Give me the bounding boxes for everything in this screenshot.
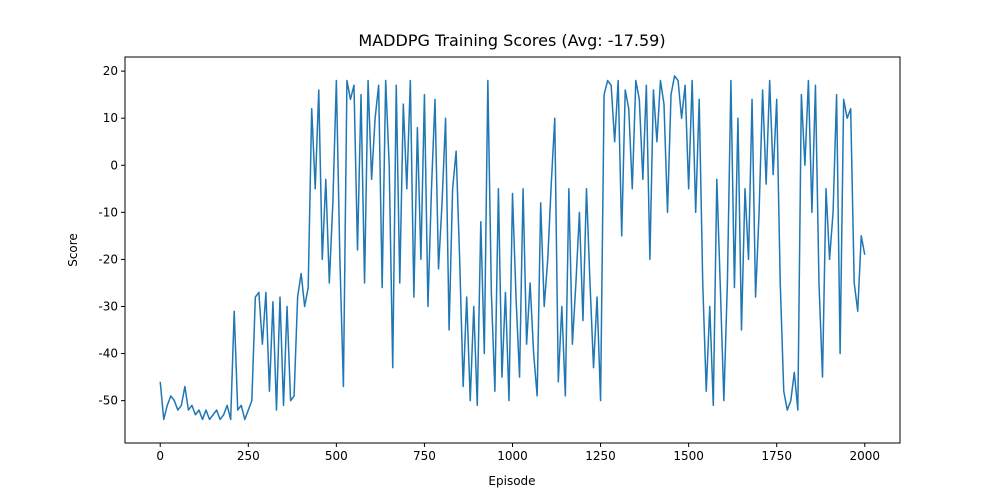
x-tick-label: 250 <box>237 449 260 463</box>
x-tick-label: 0 <box>156 449 164 463</box>
x-tick-label: 1500 <box>673 449 704 463</box>
y-tick-label: 10 <box>103 111 118 125</box>
x-tick-label: 500 <box>325 449 348 463</box>
plot-frame <box>124 56 901 444</box>
y-axis-label: Score <box>66 233 80 267</box>
y-tick-label: -40 <box>98 347 118 361</box>
y-tick-label: -10 <box>98 205 118 219</box>
y-tick-label: 20 <box>103 64 118 78</box>
y-tick-label: 0 <box>110 158 118 172</box>
x-tick-label: 1750 <box>761 449 792 463</box>
x-tick-label: 1000 <box>497 449 528 463</box>
y-tick-label: -20 <box>98 252 118 266</box>
y-tick-label: -50 <box>98 394 118 408</box>
x-tick-label: 750 <box>413 449 436 463</box>
score-line <box>159 75 866 421</box>
x-axis-label: Episode <box>488 474 535 488</box>
x-tick-label: 1250 <box>585 449 616 463</box>
y-tick-label: -30 <box>98 299 118 313</box>
x-tick-label: 2000 <box>849 449 880 463</box>
chart-title: MADDPG Training Scores (Avg: -17.59) <box>358 31 665 50</box>
